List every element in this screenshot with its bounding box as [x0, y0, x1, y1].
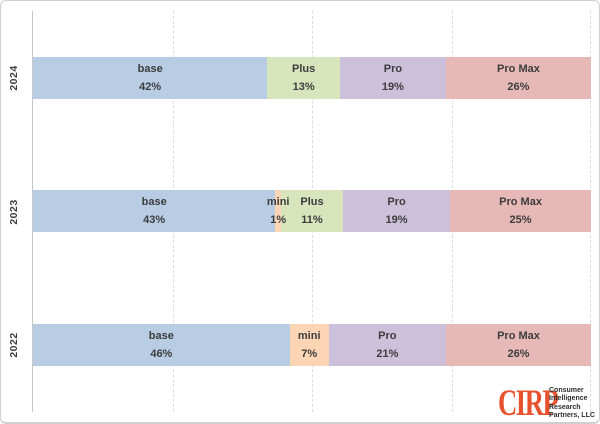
bar-segment-plus: Plus 11%: [281, 190, 343, 233]
bar-segment-plus: Plus 13%: [267, 56, 340, 99]
segment-label: Pro Max 26%: [497, 327, 540, 363]
segment-value: 1%: [270, 214, 287, 227]
segment-value: 46%: [150, 348, 173, 361]
year-label-2023: 2023: [8, 198, 20, 225]
segment-label: Plus 13%: [292, 60, 315, 96]
bar-segment-base: base 43%: [33, 190, 276, 233]
segment-label: base 42%: [138, 60, 163, 96]
segment-value: 7%: [301, 348, 318, 361]
segment-value: 19%: [381, 80, 404, 93]
bar-row-2024: base 42% Plus 13% Pro 19% Pro Max 26%: [33, 56, 591, 99]
bar-segment-base: base 42%: [33, 56, 268, 99]
segment-label: Pro 19%: [386, 193, 408, 229]
segment-value: 21%: [376, 348, 399, 361]
plot-area: base 42% Plus 13% Pro 19% Pro Max 26% base 43% min…: [32, 11, 592, 412]
bar-segment-mini: mini 7%: [289, 324, 329, 367]
segment-name: base: [141, 196, 167, 209]
bar-band-2022: base 46% mini 7% Pro 21% Pro Max 26%: [33, 278, 592, 412]
segment-label: Pro Max 26%: [497, 60, 540, 96]
segment-value: 25%: [509, 214, 532, 227]
logo-line: Consumer: [549, 387, 584, 394]
cirp-logo-text: CIRP: [498, 382, 559, 424]
segment-label: Pro 21%: [376, 327, 398, 363]
segment-label: base 43%: [142, 193, 167, 229]
bar-row-2023: base 43% mini 1% Plus 11% Pro 19% Pro Max 25%: [33, 190, 591, 233]
segment-name: mini: [266, 196, 290, 209]
segment-value: 13%: [292, 80, 315, 93]
logo-line: Intelligence: [549, 395, 588, 403]
bar-segment-base: base 46%: [33, 324, 290, 367]
segment-label: mini 7%: [298, 327, 321, 363]
segment-name: Pro: [387, 196, 406, 209]
year-label-2024: 2024: [8, 65, 20, 91]
bar-segment-pro-max: Pro Max 26%: [445, 56, 591, 99]
segment-name: Pro Max: [497, 62, 540, 75]
segment-name: base: [148, 330, 174, 343]
bar-segment-pro-max: Pro Max 25%: [450, 190, 591, 233]
segment-name: Pro: [378, 330, 397, 343]
segment-name: mini: [297, 330, 321, 343]
logo-line: Partners, LLC: [549, 411, 595, 419]
segment-name: Pro Max: [499, 196, 542, 209]
segment-value: 43%: [143, 214, 166, 227]
segment-name: Pro: [383, 62, 403, 75]
segment-label: base 46%: [149, 327, 174, 363]
segment-name: base: [137, 62, 163, 75]
bar-band-2024: base 42% Plus 13% Pro 19% Pro Max 26%: [33, 11, 591, 145]
bar-row-2022: base 46% mini 7% Pro 21% Pro Max 26%: [33, 324, 592, 367]
segment-label: mini 1%: [267, 193, 290, 229]
segment-label: Plus 11%: [300, 193, 323, 229]
bar-segment-pro: Pro 21%: [328, 324, 446, 367]
logo-line: Research: [549, 403, 581, 411]
cirp-logo: CIRP Consumer Intelligence Research Part…: [498, 382, 595, 424]
segment-name: Pro Max: [497, 330, 540, 343]
segment-name: Plus: [300, 196, 324, 209]
segment-value: 11%: [301, 214, 323, 227]
segment-value: 26%: [507, 348, 530, 361]
segment-label: Pro Max 25%: [499, 193, 542, 229]
segment-value: 26%: [507, 80, 530, 93]
bar-segment-pro: Pro 19%: [343, 190, 451, 233]
segment-value: 42%: [139, 80, 162, 93]
bar-segment-pro: Pro 19%: [339, 56, 446, 99]
cirp-logo-subtext: Consumer Intelligence Research Partners,…: [549, 387, 595, 420]
segment-name: Plus: [292, 62, 316, 75]
year-label-2022: 2022: [8, 332, 20, 358]
segment-label: Pro 19%: [382, 60, 404, 96]
segment-value: 19%: [385, 214, 408, 227]
bar-band-2023: base 43% mini 1% Plus 11% Pro 19% Pro Max 25%: [33, 145, 591, 279]
bar-segment-pro-max: Pro Max 26%: [445, 324, 592, 367]
bar-segment-mini: mini 1%: [267, 190, 289, 233]
